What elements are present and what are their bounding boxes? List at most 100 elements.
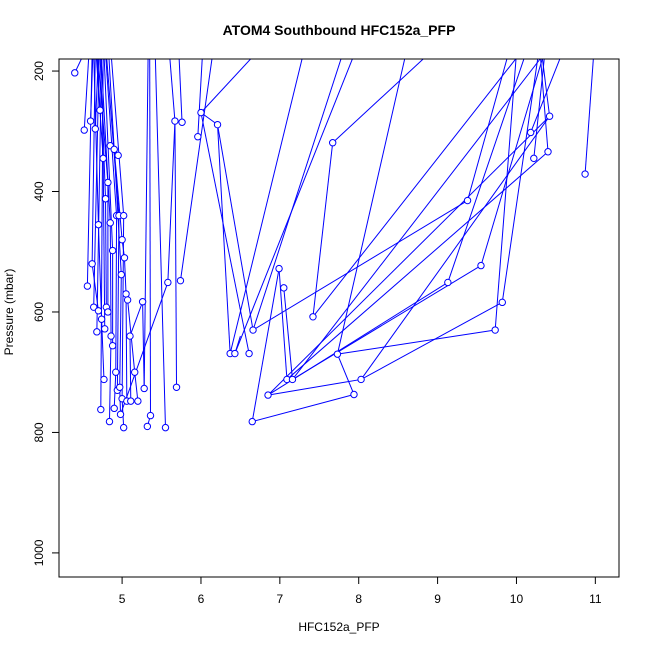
data-point (146, 411, 155, 420)
data-point (328, 139, 337, 147)
data-point (93, 328, 101, 336)
series-line-segment (97, 59, 109, 183)
series-line-segment (105, 59, 118, 216)
data-point (114, 151, 122, 160)
data-point (119, 423, 128, 432)
series-line-segment (169, 59, 176, 122)
series-line-segment (97, 224, 103, 320)
data-point (172, 383, 181, 391)
data-point (108, 246, 117, 255)
data-point (248, 417, 256, 426)
series-line-segment (584, 59, 594, 175)
series-line-segment (467, 59, 508, 201)
data-point (99, 154, 107, 163)
data-point (333, 350, 342, 358)
x-tick-label: 8 (355, 592, 362, 606)
series-line-segment (251, 268, 280, 422)
series-line-segment (178, 59, 183, 123)
data-point (106, 219, 114, 227)
series-line-segment (129, 301, 144, 337)
plot-area (71, 59, 594, 432)
data-point (101, 325, 109, 333)
data-point (498, 298, 506, 307)
series-line-segment (100, 59, 111, 223)
data-point (112, 368, 120, 376)
data-point (143, 422, 152, 431)
series-line-segment (91, 263, 99, 311)
data-point (108, 342, 117, 350)
series-line-segment (167, 121, 176, 283)
data-point (477, 261, 485, 270)
series-line-segment (119, 274, 122, 388)
y-tick-label: 600 (32, 302, 46, 322)
series-line-segment (154, 59, 166, 428)
series-line-segment (286, 151, 549, 380)
data-point (526, 128, 535, 137)
data-point (122, 290, 130, 298)
data-point (90, 303, 98, 311)
series-line-segment (115, 215, 118, 373)
series-line-segment (96, 59, 102, 332)
series-line-segment (252, 394, 355, 423)
series-line-segment (179, 59, 213, 281)
series-line-segment (336, 353, 355, 395)
series-line-segment (494, 59, 517, 331)
y-tick-label: 1000 (32, 539, 46, 566)
series-line-segment (105, 198, 107, 308)
data-point (444, 278, 452, 287)
series-line-segment (267, 115, 550, 396)
data-point (119, 211, 128, 220)
series-points (71, 69, 589, 432)
data-point (245, 349, 253, 358)
series-line-segment (123, 257, 127, 294)
data-point (71, 69, 79, 77)
data-point (123, 296, 132, 304)
data-point (94, 220, 103, 229)
data-point (104, 178, 112, 187)
plot-frame (58, 58, 620, 578)
series-line-segment (217, 124, 254, 331)
series-line-segment (134, 372, 139, 402)
series-line-segment (93, 59, 99, 225)
data-point (544, 148, 552, 156)
series-line-segment (540, 59, 549, 152)
series-line-segment (360, 115, 550, 380)
data-point (97, 405, 105, 414)
series-line-segment (200, 112, 250, 354)
y-tick-label: 200 (32, 61, 46, 81)
series-line-segment (292, 265, 482, 380)
data-point (581, 170, 589, 178)
data-point (107, 332, 115, 340)
chart-title: ATOM4 Southbound HFC152a_PFP (223, 22, 456, 38)
series-line-segment (102, 158, 106, 329)
y-tick-label: 400 (32, 181, 46, 201)
series-line-segment (111, 59, 125, 216)
series-line-segment (501, 59, 539, 303)
data-point (86, 117, 95, 125)
x-tick-label: 6 (198, 592, 205, 606)
data-point (161, 423, 170, 432)
series-line-segment (143, 59, 149, 389)
series-line-segment (125, 293, 128, 402)
x-axis-label: HFC152a_PFP (298, 620, 379, 634)
series-line-segment (217, 124, 231, 354)
data-point (110, 145, 118, 154)
series-line-segment (252, 59, 342, 331)
data-point (249, 326, 257, 334)
series-line-segment (336, 59, 406, 355)
data-point (280, 284, 288, 292)
series-line-segment (447, 59, 525, 283)
series-line-segment (109, 222, 112, 337)
series-line-segment (337, 329, 496, 355)
y-axis-label: Pressure (mbar) (2, 269, 16, 356)
data-point (97, 315, 106, 323)
series-line-segment (234, 59, 353, 354)
data-point (83, 282, 92, 290)
series-line-segment (103, 59, 114, 251)
data-point (131, 368, 139, 376)
data-point (134, 397, 142, 405)
data-point (91, 125, 99, 133)
x-tick-label: 5 (119, 592, 126, 606)
x-tick-label: 7 (277, 592, 284, 606)
series-line-segment (229, 59, 303, 354)
